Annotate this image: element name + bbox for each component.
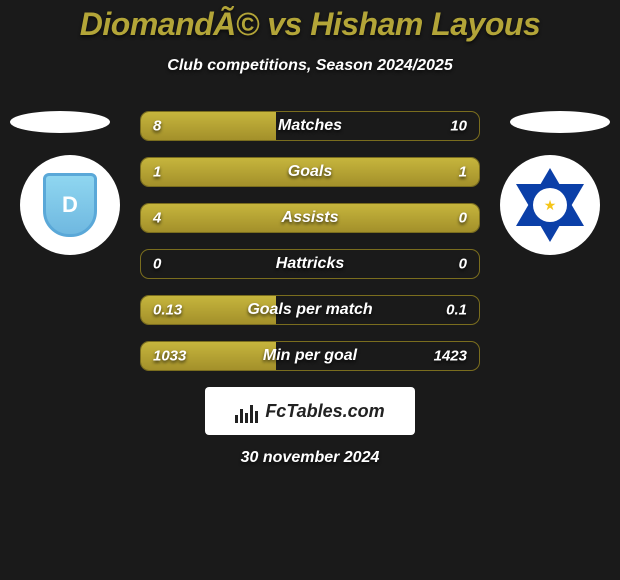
stat-label: Hattricks [276,255,344,273]
stat-value-left: 4 [153,210,161,227]
page-subtitle: Club competitions, Season 2024/2025 [0,57,620,75]
stat-row: 1033 Min per goal 1423 [140,341,480,371]
stat-row: 1 Goals 1 [140,157,480,187]
stat-row: 0.13 Goals per match 0.1 [140,295,480,325]
stat-value-right: 1423 [434,348,467,365]
stat-value-right: 1 [459,164,467,181]
brand-text: FcTables.com [265,401,384,422]
page-title: DiomandÃ© vs Hisham Layous [0,0,620,43]
stat-label: Assists [282,209,339,227]
stat-value-right: 0 [459,210,467,227]
stat-value-left: 0 [153,256,161,273]
stat-label: Min per goal [263,347,357,365]
stat-row: 4 Assists 0 [140,203,480,233]
comparison-bars: 8 Matches 10 1 Goals 1 4 Assists 0 0 Hattricks 0 0.1… [140,111,480,371]
stat-value-right: 10 [450,118,467,135]
stat-row: 8 Matches 10 [140,111,480,141]
stat-value-right: 0 [459,256,467,273]
stat-row: 0 Hattricks 0 [140,249,480,279]
stat-label: Goals [288,163,332,181]
player-left-oval [10,111,110,133]
stat-value-right: 0.1 [446,302,467,319]
footer-date: 30 november 2024 [0,449,620,467]
stat-value-left: 1033 [153,348,186,365]
stat-label: Matches [278,117,342,135]
club-left-badge: D [20,155,120,255]
stat-value-left: 8 [153,118,161,135]
brand-badge: FcTables.com [205,387,415,435]
stat-label: Goals per match [247,301,372,319]
bar-chart-icon [235,399,259,423]
comparison-panel: D ★ 8 Matches 10 1 Goals 1 4 Assists 0 0 Hattricks… [0,111,620,371]
maccabi-star-icon: ★ [510,165,590,245]
stat-value-left: 1 [153,164,161,181]
club-right-badge: ★ [500,155,600,255]
player-right-oval [510,111,610,133]
stat-value-left: 0.13 [153,302,182,319]
daugava-shield-icon: D [43,173,97,237]
